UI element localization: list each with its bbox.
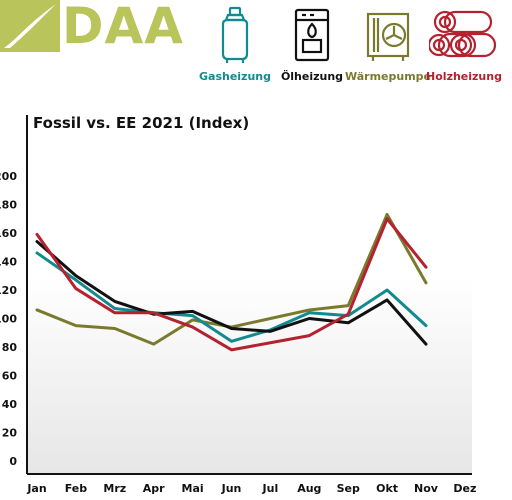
y-tick-label: 160 xyxy=(0,227,17,240)
x-tick-label: Jun xyxy=(221,482,242,495)
heat-pump-icon xyxy=(366,12,410,61)
y-tick-label: 200 xyxy=(0,170,17,183)
y-tick-label: 140 xyxy=(0,256,17,269)
y-tick-label: 80 xyxy=(2,341,18,354)
y-tick-label: 60 xyxy=(2,370,18,383)
legend-item-heatpump: Wärmepumpe xyxy=(343,0,433,90)
plot-background xyxy=(27,118,472,474)
y-tick-label: 100 xyxy=(0,313,17,326)
x-tick-label: Apr xyxy=(143,482,165,495)
x-axis: Jan Feb Mrz Apr Mai Jun Jul Aug Sep Okt Nov Dez xyxy=(26,473,476,495)
chart-title: Fossil vs. EE 2021 (Index) xyxy=(33,114,250,132)
x-tick-label: Dez xyxy=(453,482,476,495)
series-lines xyxy=(35,212,428,352)
legend-item-wood: Holzheizung xyxy=(419,0,509,90)
series-line-holzheizung xyxy=(35,217,428,352)
x-tick-label: Feb xyxy=(65,482,88,495)
series-line-gasheizung xyxy=(35,251,428,343)
y-tick-label: 180 xyxy=(0,199,17,212)
x-tick-label: Nov xyxy=(414,482,439,495)
y-tick-label: 0 xyxy=(9,455,17,468)
x-tick-label: Jul xyxy=(262,482,279,495)
series-line-oelheizung xyxy=(35,240,428,346)
legend-item-oil: Ölheizung xyxy=(267,0,357,90)
legend-label-wood: Holzheizung xyxy=(426,70,502,83)
legend-label-oil: Ölheizung xyxy=(280,70,344,83)
legend-item-gas: Gasheizung xyxy=(190,0,280,90)
x-tick-label: Aug xyxy=(297,482,321,495)
legend-label-heatpump: Wärmepumpe xyxy=(344,70,431,83)
daa-logo-mark xyxy=(0,0,60,52)
y-axis: 0 20 40 60 80 100 120 140 160 180 200 xyxy=(0,115,28,474)
x-tick-label: Okt xyxy=(376,482,398,495)
legend-label-gas: Gasheizung xyxy=(199,70,271,83)
x-tick-label: Mai xyxy=(182,482,204,495)
y-tick-label: 120 xyxy=(0,284,17,297)
daa-logo: DAA xyxy=(0,0,190,58)
oil-boiler-icon xyxy=(294,8,330,62)
x-tick-label: Jan xyxy=(26,482,46,495)
x-tick-label: Mrz xyxy=(103,482,126,495)
daa-logo-text: DAA xyxy=(62,0,184,55)
firewood-icon xyxy=(429,10,497,58)
y-tick-label: 20 xyxy=(2,427,18,440)
y-tick-label: 40 xyxy=(2,398,18,411)
x-tick-label: Sep xyxy=(337,482,360,495)
gas-cylinder-icon xyxy=(221,6,249,63)
